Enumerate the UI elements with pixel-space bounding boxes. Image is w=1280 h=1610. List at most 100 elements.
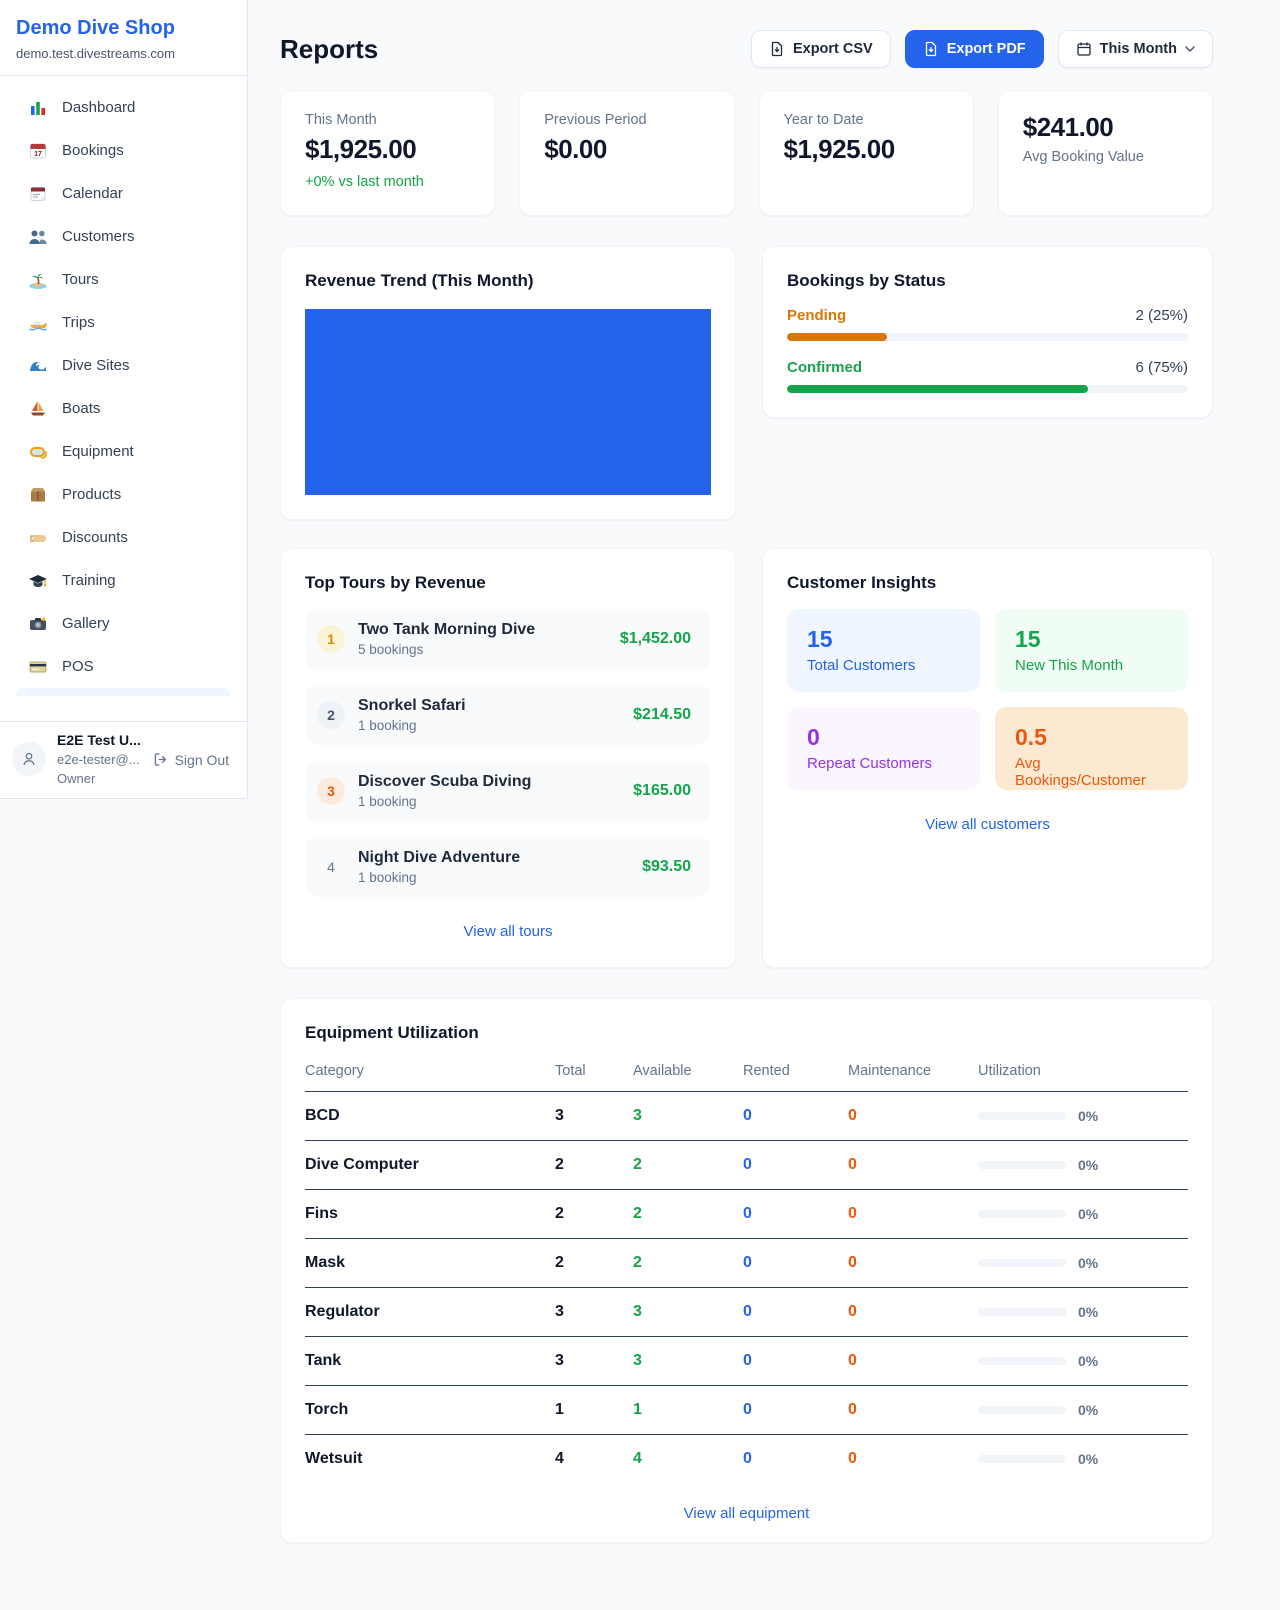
- period-label: This Month: [1099, 41, 1177, 57]
- status-row-pending: Pending 2 (25%): [787, 307, 1188, 341]
- insight-label: Avg Bookings/Customer: [1015, 755, 1146, 789]
- sidebar-item-gallery[interactable]: Gallery: [8, 602, 239, 645]
- tour-bookings: 1 booking: [358, 718, 417, 733]
- sidebar-item-customers[interactable]: Customers: [8, 215, 239, 258]
- stat-value: $241.00: [1022, 112, 1114, 142]
- table-row: BCD 3 3 0 0 0%: [305, 1091, 1188, 1141]
- equipment-maintenance: 0: [848, 1140, 978, 1190]
- sailboat-icon: [28, 399, 48, 419]
- utilization-percent: 0%: [1078, 1255, 1099, 1271]
- equipment-rented: 0: [743, 1091, 848, 1141]
- export-csv-button[interactable]: Export CSV: [750, 30, 891, 68]
- stat-delta: +0% vs last month: [305, 174, 424, 190]
- rank-badge: 4: [327, 859, 335, 875]
- chevron-down-icon: [1185, 46, 1195, 52]
- sidebar-item-boats[interactable]: Boats: [8, 387, 239, 430]
- equipment-available: 4: [633, 1450, 642, 1467]
- export-pdf-button[interactable]: Export PDF: [904, 30, 1044, 68]
- stat-value: $1,925.00: [783, 134, 896, 164]
- sidebar-item-bookings[interactable]: 17 Bookings: [8, 129, 239, 172]
- status-progress-fill: [787, 333, 888, 341]
- tour-name: Two Tank Morning Dive: [358, 621, 536, 638]
- equipment-available: 2: [633, 1238, 743, 1288]
- insight-value: 15: [1015, 626, 1041, 652]
- sign-out-button[interactable]: Sign Out: [152, 751, 229, 768]
- utilization-percent: 0%: [1078, 1353, 1099, 1369]
- utilization-percent: 0%: [1078, 1157, 1099, 1173]
- equipment-table: Category Total Available Rented Maintena…: [305, 1063, 1188, 1483]
- people-icon: [28, 227, 48, 247]
- sidebar-item-trips[interactable]: Trips: [8, 301, 239, 344]
- view-all-tours-link[interactable]: View all tours: [463, 923, 553, 940]
- avatar: [12, 742, 46, 776]
- equipment-total: 2: [555, 1189, 633, 1239]
- sidebar-item-dashboard[interactable]: Dashboard: [8, 86, 239, 129]
- calendar-icon: [28, 184, 48, 204]
- stat-card-this-month: This Month $1,925.00 +0% vs last month: [280, 90, 496, 216]
- sidebar-item-reports-active-partial[interactable]: [16, 688, 231, 696]
- column-header-maintenance: Maintenance: [848, 1063, 978, 1092]
- tour-row: 4 Night Dive Adventure 1 booking $93.50: [305, 837, 711, 897]
- sign-out-label: Sign Out: [174, 751, 230, 768]
- sidebar-item-calendar[interactable]: Calendar: [8, 172, 239, 215]
- equipment-maintenance: 0: [848, 1238, 978, 1288]
- sidebar-item-label: Customers: [62, 228, 135, 245]
- utilization-bar: [978, 1308, 1066, 1316]
- utilization-bar: [978, 1357, 1066, 1365]
- equipment-utilization-title: Equipment Utilization: [305, 1023, 479, 1042]
- sidebar-item-label: Calendar: [62, 185, 123, 202]
- status-count: 2 (25%): [1135, 307, 1188, 324]
- equipment-category: Regulator: [305, 1287, 555, 1337]
- period-dropdown[interactable]: This Month: [1057, 30, 1213, 68]
- table-row: Dive Computer 2 2 0 0 0%: [305, 1140, 1188, 1190]
- insight-label: New This Month: [1015, 657, 1124, 674]
- view-all-customers-link[interactable]: View all customers: [925, 816, 1050, 833]
- utilization-bar: [978, 1210, 1066, 1218]
- sidebar-item-pos[interactable]: POS: [8, 645, 239, 688]
- box-icon: [28, 485, 48, 505]
- utilization-percent: 0%: [1078, 1451, 1099, 1467]
- calendar-icon: [1077, 42, 1091, 56]
- utilization-bar: [978, 1259, 1066, 1267]
- sidebar-item-dive-sites[interactable]: Dive Sites: [8, 344, 239, 387]
- insight-value: 15: [807, 626, 833, 652]
- customer-insights-title: Customer Insights: [787, 573, 937, 592]
- tour-amount: $165.00: [633, 782, 691, 799]
- sidebar-item-products[interactable]: Products: [8, 473, 239, 516]
- stat-label: This Month: [305, 112, 377, 128]
- column-header-total: Total: [555, 1063, 633, 1092]
- insight-tile-avg-bookings: 0.5 Avg Bookings/Customer: [995, 707, 1188, 790]
- sidebar-item-discounts[interactable]: Discounts: [8, 516, 239, 559]
- bar-chart-icon: [28, 98, 48, 118]
- export-csv-label: Export CSV: [792, 41, 873, 57]
- equipment-category: Tank: [305, 1336, 555, 1386]
- tour-name: Discover Scuba Diving: [358, 773, 532, 790]
- equipment-rented: 0: [743, 1287, 848, 1337]
- equipment-total: 3: [555, 1287, 633, 1337]
- equipment-available: 3: [633, 1287, 743, 1337]
- stat-card-avg-booking-value: $241.00 Avg Booking Value: [997, 90, 1213, 216]
- table-row: Mask 2 2 0 0 0%: [305, 1238, 1188, 1288]
- equipment-maintenance: 0: [848, 1450, 857, 1467]
- view-all-equipment-link[interactable]: View all equipment: [683, 1505, 810, 1522]
- sidebar-item-tours[interactable]: Tours: [8, 258, 239, 301]
- stat-label: Previous Period: [544, 112, 647, 128]
- sidebar-item-equipment[interactable]: Equipment: [8, 430, 239, 473]
- equipment-available: 3: [633, 1336, 743, 1386]
- equipment-maintenance: 0: [848, 1287, 978, 1337]
- top-tours-title: Top Tours by Revenue: [305, 573, 486, 592]
- equipment-rented: 0: [743, 1140, 848, 1190]
- insight-value: 0: [807, 724, 820, 750]
- sidebar-user-footer: E2E Test U... e2e-tester@... Sign Out Ow…: [0, 721, 247, 798]
- column-header-rented: Rented: [743, 1063, 848, 1092]
- tour-amount: $93.50: [642, 858, 691, 875]
- stat-label: Avg Booking Value: [1022, 149, 1144, 165]
- sidebar-item-label: Dashboard: [62, 99, 136, 116]
- sidebar-item-training[interactable]: Training: [8, 559, 239, 602]
- sidebar-item-label: Bookings: [62, 142, 124, 159]
- stat-card-year-to-date: Year to Date $1,925.00: [758, 90, 974, 216]
- equipment-available: 1: [633, 1385, 743, 1435]
- equipment-category: BCD: [305, 1091, 555, 1141]
- shop-domain: demo.test.divestreams.com: [16, 46, 175, 61]
- equipment-rented: 0: [743, 1336, 848, 1386]
